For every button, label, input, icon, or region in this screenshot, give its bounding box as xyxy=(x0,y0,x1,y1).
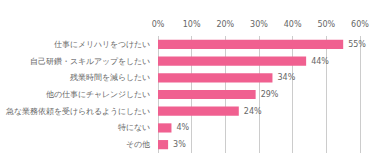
svg-text:急な業務依頼を受けられるようにしたい: 急な業務依頼を受けられるようにしたい xyxy=(5,107,150,116)
svg-text:24%: 24% xyxy=(244,107,262,116)
svg-text:29%: 29% xyxy=(261,90,279,99)
svg-text:他の仕事にチャレンジしたい: 他の仕事にチャレンジしたい xyxy=(46,90,150,99)
svg-text:44%: 44% xyxy=(311,57,329,66)
svg-text:30%: 30% xyxy=(250,20,268,29)
svg-text:0%: 0% xyxy=(152,20,165,29)
svg-text:3%: 3% xyxy=(173,140,186,149)
svg-text:55%: 55% xyxy=(348,40,366,49)
svg-text:60%: 60% xyxy=(351,20,369,29)
svg-text:34%: 34% xyxy=(277,73,295,82)
svg-text:4%: 4% xyxy=(176,123,189,132)
svg-text:自己研鑽・スキルアップをしたい: 自己研鑽・スキルアップをしたい xyxy=(30,57,150,66)
svg-text:残業時間を減らしたい: 残業時間を減らしたい xyxy=(70,73,150,82)
svg-text:特にない: 特にない xyxy=(118,123,150,132)
svg-text:その他: その他 xyxy=(126,140,150,149)
svg-text:50%: 50% xyxy=(317,20,335,29)
svg-text:仕事にメリハリをつけたい: 仕事にメリハリをつけたい xyxy=(54,40,150,49)
svg-text:20%: 20% xyxy=(216,20,234,29)
svg-text:10%: 10% xyxy=(183,20,201,29)
svg-text:40%: 40% xyxy=(284,20,302,29)
